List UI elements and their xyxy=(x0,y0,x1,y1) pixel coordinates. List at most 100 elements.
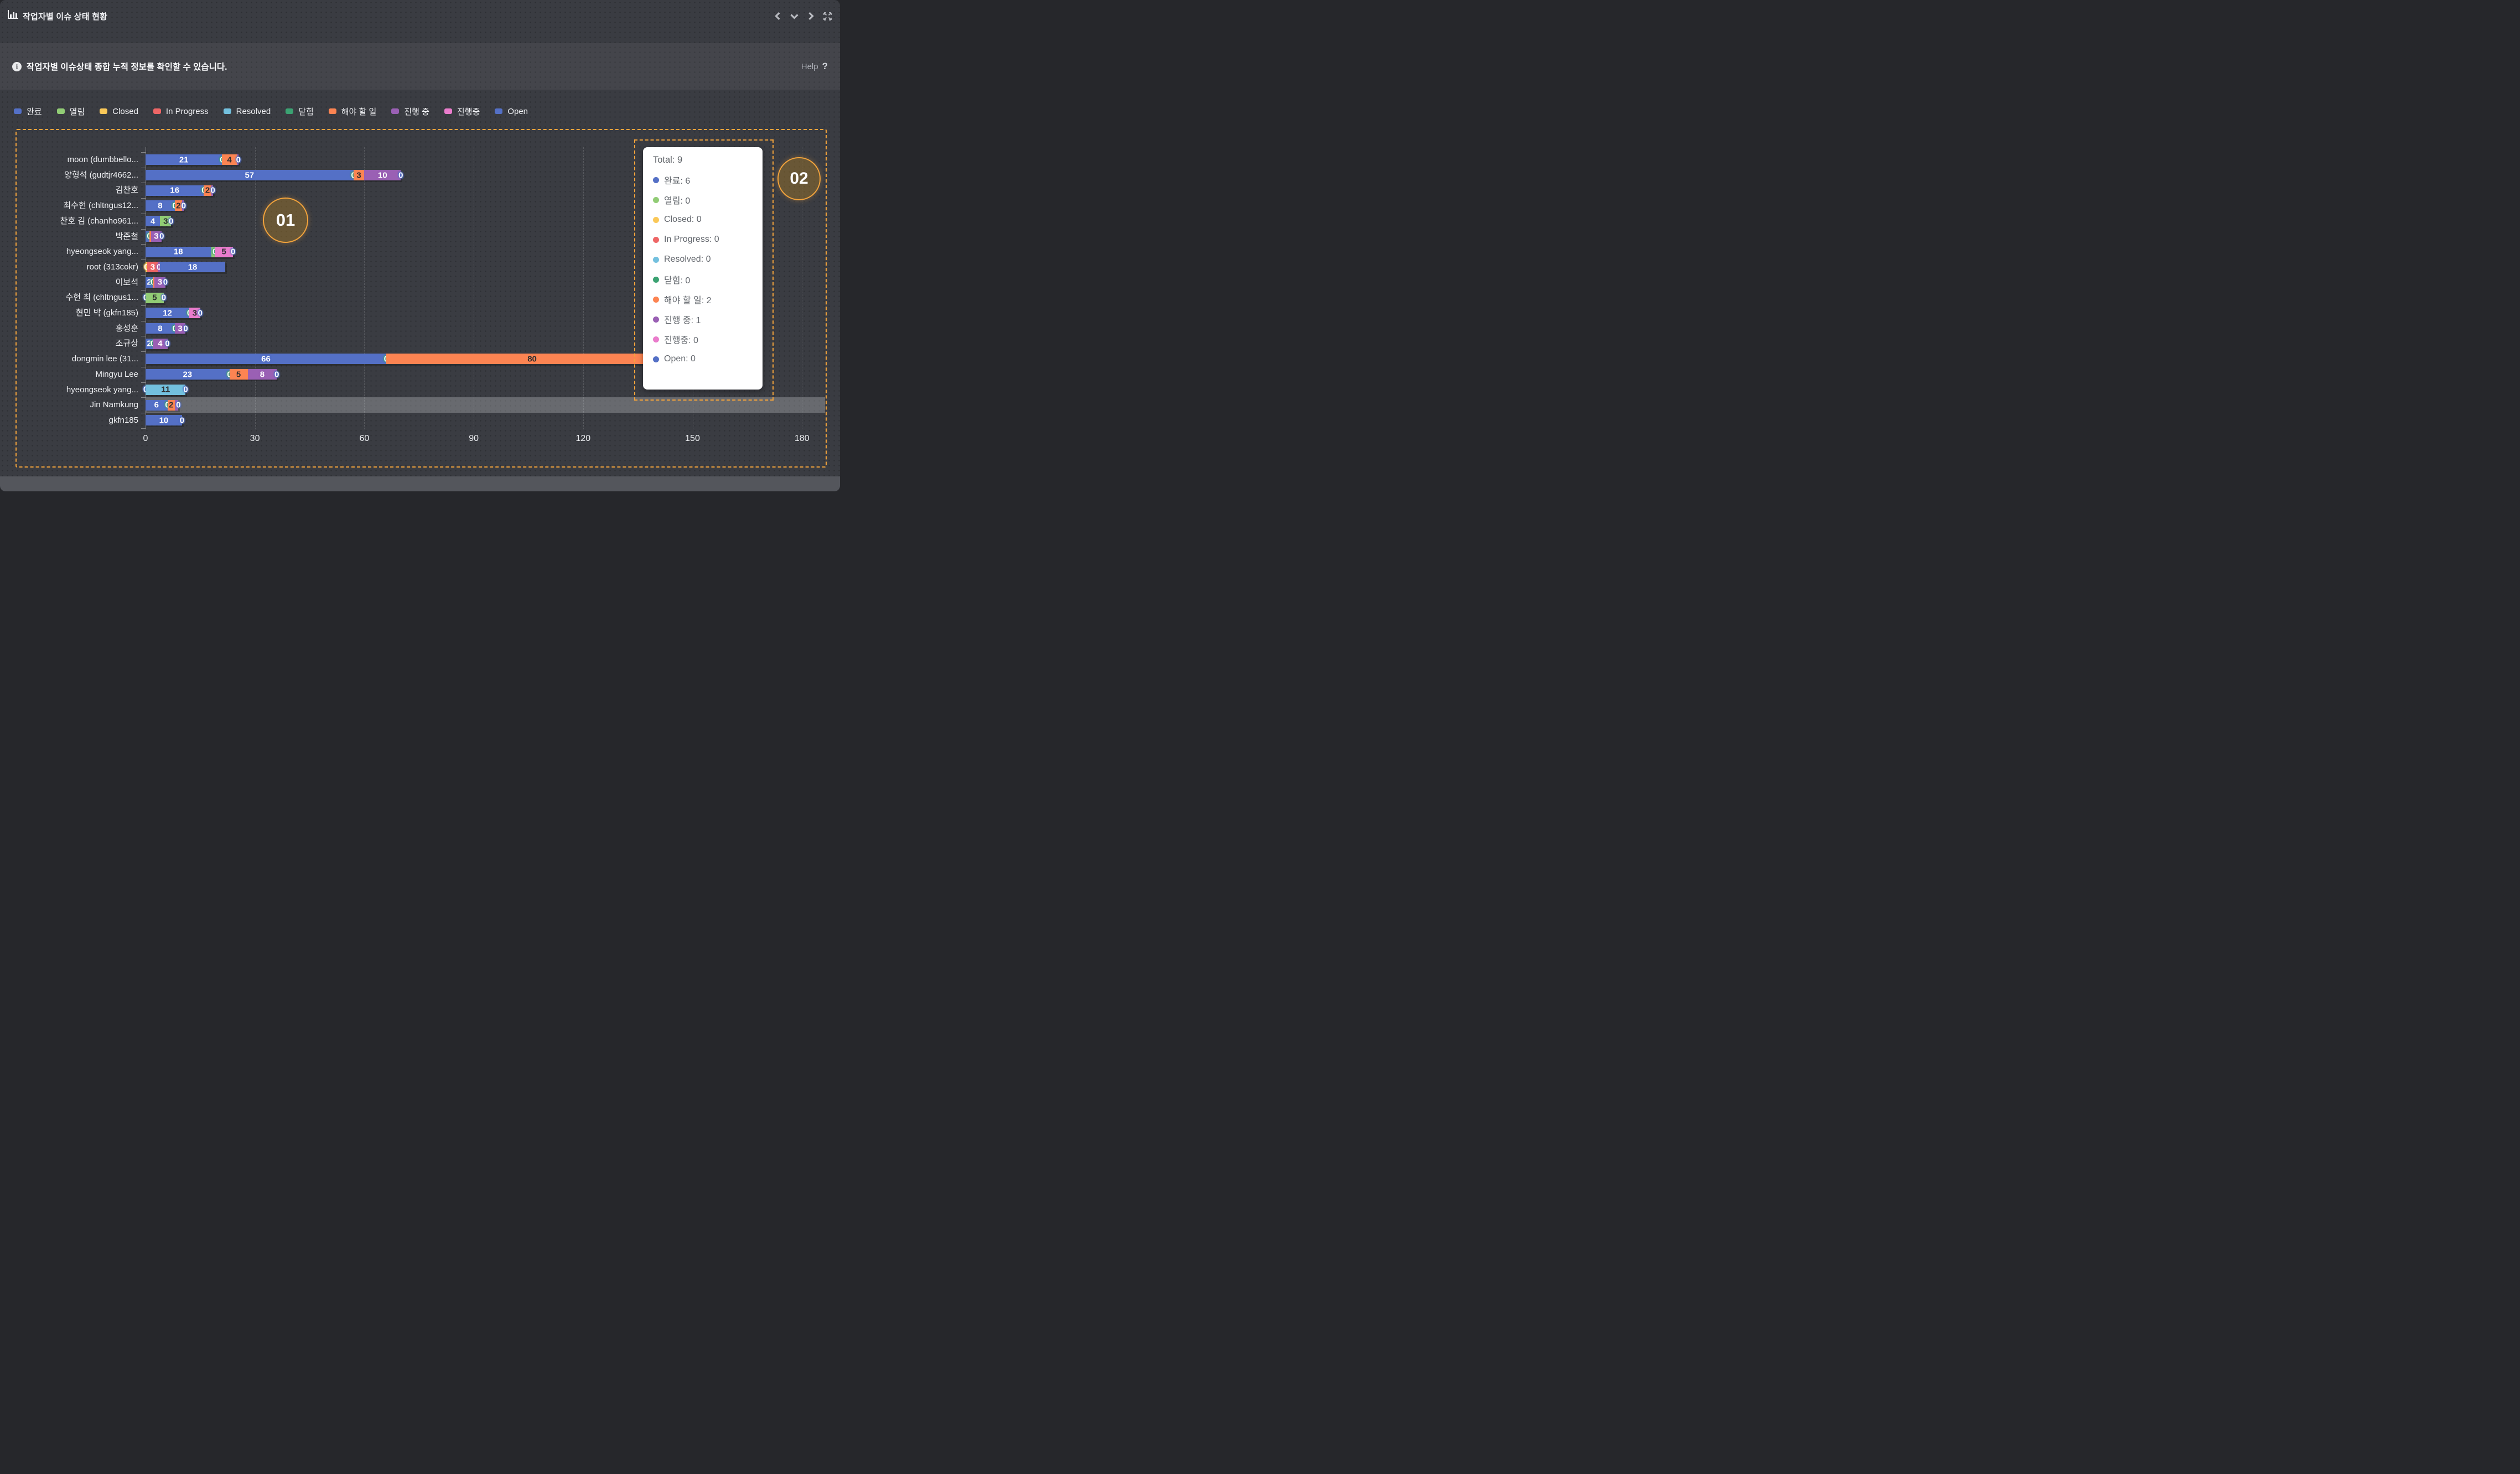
legend-item-8[interactable]: 진행 중 xyxy=(391,106,429,117)
bar-segment[interactable]: 57 xyxy=(146,170,354,181)
bar-segment[interactable]: 8 xyxy=(146,323,175,334)
bar-row[interactable]: 12030 xyxy=(146,308,203,319)
bar-segment[interactable]: 18 xyxy=(146,246,211,257)
bar-segment[interactable]: 3 xyxy=(353,170,365,181)
bar-row[interactable]: 66080 xyxy=(146,354,678,365)
bar-segment[interactable] xyxy=(182,200,184,211)
chevron-down-icon[interactable] xyxy=(790,12,799,20)
bar-row[interactable]: 10 0 xyxy=(146,415,184,426)
legend-swatch xyxy=(153,108,161,114)
bar-segment[interactable]: 5 xyxy=(229,369,248,380)
bar-segment[interactable]: 21 xyxy=(146,154,222,165)
bar-segment[interactable]: 18 xyxy=(159,262,226,273)
expand-icon[interactable] xyxy=(823,12,832,21)
bar-segment[interactable]: 10 xyxy=(364,170,401,181)
bar-row[interactable]: 230580 xyxy=(146,369,279,380)
legend-item-10[interactable]: Open xyxy=(495,107,528,116)
bar-segment[interactable]: 4 xyxy=(153,338,168,349)
bar-segment[interactable]: 3 xyxy=(189,308,200,319)
bar-segment[interactable]: 6 xyxy=(146,399,168,411)
bar-row[interactable]: 8030 xyxy=(146,323,188,334)
bar-row[interactable]: 0 3 0 18 xyxy=(144,262,226,273)
bar-row[interactable]: 030 xyxy=(146,231,164,242)
legend-label: 닫힘 xyxy=(298,107,314,117)
legend-item-4[interactable]: In Progress xyxy=(153,107,209,116)
bar-segment-label: 4 xyxy=(151,216,155,226)
bar-segment[interactable]: 5 xyxy=(146,292,164,303)
bar-row[interactable]: 16020 xyxy=(146,185,215,196)
tooltip-item: In Progress: 0 xyxy=(653,230,757,250)
legend-item-3[interactable]: Closed xyxy=(100,107,138,116)
tooltip-item: 열림: 0 xyxy=(653,190,757,210)
bar-row[interactable]: 050 xyxy=(143,292,166,303)
legend-swatch xyxy=(286,108,294,114)
bar-segment[interactable]: 8 xyxy=(146,200,175,211)
help-label: Help xyxy=(801,61,818,71)
chevron-right-icon[interactable] xyxy=(807,12,815,20)
bar-segment[interactable]: 3 xyxy=(154,277,165,288)
legend-label: 열림 xyxy=(69,107,85,117)
bar-row[interactable]: 18050 xyxy=(146,246,235,257)
legend-item-9[interactable]: 진행중 xyxy=(444,106,480,117)
legend-item-1[interactable]: 완료 xyxy=(14,106,42,117)
bar-segment[interactable]: 16 xyxy=(146,185,204,196)
bar-segment-label: 16 xyxy=(170,185,180,195)
bar-segment[interactable]: 2 xyxy=(167,399,175,411)
legend-swatch xyxy=(223,108,231,114)
bar-segment[interactable]: 3 xyxy=(147,262,158,273)
bar-segment[interactable]: 4 xyxy=(146,216,160,227)
bar-segment[interactable]: 2 xyxy=(204,185,211,196)
bar-segment[interactable]: 8 xyxy=(247,369,277,380)
bar-segment[interactable]: 3 xyxy=(151,231,162,242)
bar-row[interactable]: 2040 xyxy=(146,338,170,349)
bar-segment-label: 12 xyxy=(163,308,172,318)
bar-segment[interactable]: 0 xyxy=(144,262,149,273)
bar-segment[interactable] xyxy=(153,277,155,288)
tooltip-series-dot xyxy=(653,356,659,362)
bar-row[interactable]: 8020 xyxy=(146,200,186,211)
bar-segment[interactable]: 2 xyxy=(174,200,182,211)
bar-segment[interactable]: 2 xyxy=(146,338,153,349)
bar-segment[interactable]: 0 xyxy=(157,262,161,273)
bar-segment[interactable]: 3 xyxy=(160,216,172,227)
bar-row[interactable]: 2030 xyxy=(146,277,168,288)
bar-segment[interactable]: 23 xyxy=(146,369,230,380)
bar-segment-label: 0 xyxy=(165,339,170,349)
legend-item-5[interactable]: Resolved xyxy=(223,107,271,116)
legend-item-6[interactable]: 닫힘 xyxy=(286,106,314,117)
y-axis-tick xyxy=(141,274,146,276)
dashboard-stage: 작업자별 이슈 상태 현황 xyxy=(0,0,840,491)
tooltip-item: 해야 할 일: 2 xyxy=(653,289,757,309)
bar-row[interactable]: 6020 xyxy=(146,399,180,411)
bar-segment[interactable] xyxy=(146,231,149,242)
bar-segment-label: 3 xyxy=(192,308,198,318)
bar-segment[interactable]: 10 xyxy=(146,415,182,426)
bar-segment[interactable]: 5 xyxy=(215,246,234,257)
bar-segment[interactable]: 4 xyxy=(222,154,237,165)
widget-footer-strip xyxy=(0,476,840,491)
bar-segment[interactable] xyxy=(236,154,238,165)
bar-row[interactable]: 0110 xyxy=(143,384,188,395)
bar-segment[interactable]: 12 xyxy=(146,308,190,319)
bar-row[interactable]: 5703100 xyxy=(146,170,403,181)
bar-segment-label: 0 xyxy=(168,216,174,226)
legend-item-2[interactable]: 열림 xyxy=(56,106,85,117)
bar-segment-label: 5 xyxy=(221,247,226,257)
bar-segment[interactable]: 66 xyxy=(146,354,386,365)
bar-segment[interactable] xyxy=(211,185,213,196)
legend-label: In Progress xyxy=(165,106,209,116)
bar-segment[interactable] xyxy=(149,231,151,242)
annotation-badge-01: 01 xyxy=(263,198,308,243)
bar-segment[interactable] xyxy=(211,246,215,257)
legend-item-7[interactable]: 해야 할 일 xyxy=(328,106,376,117)
bar-segment[interactable]: 3 xyxy=(174,323,186,334)
help-button[interactable]: Help ? xyxy=(801,61,828,72)
tooltip-series-dot xyxy=(653,236,659,243)
bar-segment[interactable]: 80 xyxy=(386,354,678,365)
bar-row[interactable]: 21040 xyxy=(146,154,241,165)
bar-segment[interactable] xyxy=(174,399,179,411)
bar-segment[interactable]: 11 xyxy=(146,384,186,395)
chevron-left-icon[interactable] xyxy=(774,12,782,20)
bar-segment[interactable]: 2 xyxy=(146,277,153,288)
